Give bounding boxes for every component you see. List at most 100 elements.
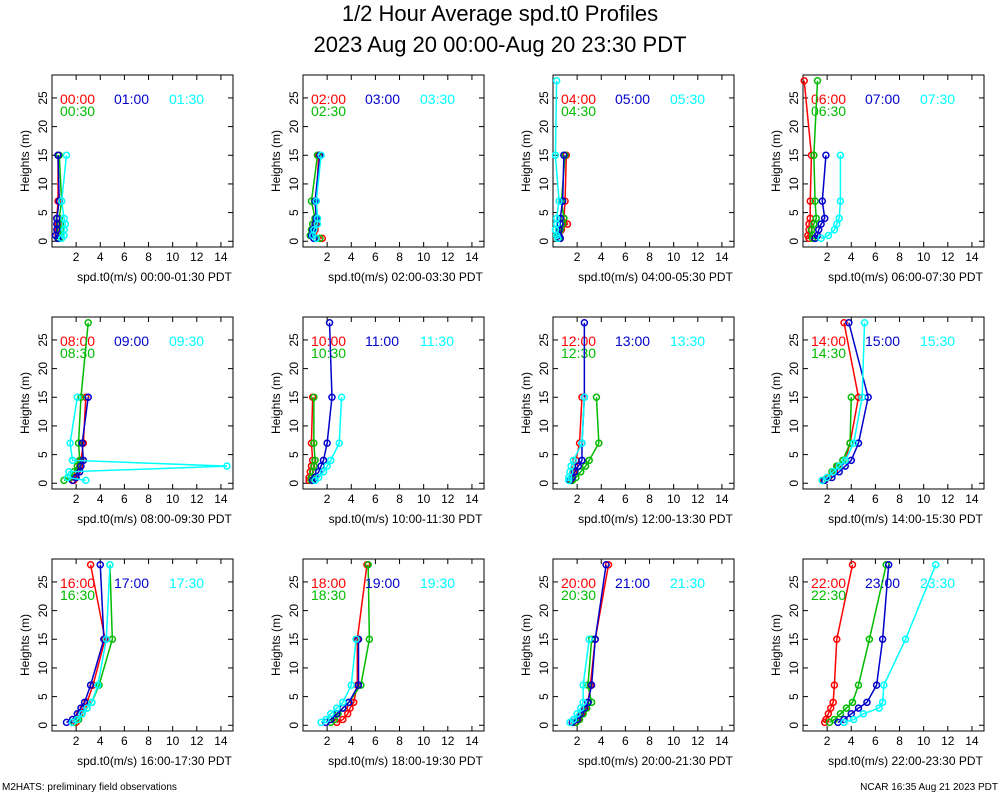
data-point: [73, 393, 82, 402]
data-point: [836, 710, 845, 718]
legend-label-20:00: 20:00: [561, 575, 596, 591]
x-axis-label: spd.t0(m/s) 20:00-21:30 PDT: [578, 754, 733, 768]
x-tick-label: 10: [166, 734, 180, 748]
plot-frame: [51, 558, 234, 732]
data-point: [62, 151, 71, 160]
x-tick-label: 10: [417, 492, 431, 506]
y-tick-label: 5: [787, 693, 801, 700]
data-point: [328, 393, 336, 402]
y-axis-label: Heights (m): [769, 130, 783, 192]
y-axis-label: Heights (m): [269, 130, 283, 192]
x-tick-label: 14: [965, 250, 979, 264]
y-tick-label: 25: [36, 333, 50, 347]
data-point: [339, 715, 347, 724]
legend-label-16:00: 16:00: [60, 575, 95, 591]
data-point: [569, 456, 578, 465]
y-tick-label: 5: [287, 451, 301, 458]
legend-label-11:30: 11:30: [420, 333, 454, 349]
x-tick-label: 2: [824, 734, 831, 748]
y-tick-label: 5: [537, 693, 551, 700]
data-point: [86, 681, 95, 689]
y-axis-label: Heights (m): [18, 130, 32, 192]
x-tick-label: 4: [848, 250, 855, 264]
x-tick-label: 12: [691, 734, 705, 748]
data-point: [848, 560, 857, 569]
y-tick-label: 0: [287, 238, 301, 245]
plot-frame: [302, 558, 485, 732]
data-point: [68, 456, 77, 465]
y-tick-label: 25: [787, 91, 801, 105]
legend-label-03:30: 03:30: [420, 91, 455, 107]
data-point: [84, 318, 92, 327]
legend-label-01:00: 01:00: [114, 91, 149, 107]
y-tick-label: 5: [537, 209, 551, 216]
data-point: [813, 76, 822, 85]
x-tick-label: 2: [824, 250, 831, 264]
data-point: [842, 704, 851, 712]
data-point: [223, 462, 231, 470]
x-tick-label: 6: [622, 492, 629, 506]
data-point: [818, 197, 827, 205]
data-point: [564, 476, 573, 485]
legend-label-15:30: 15:30: [920, 333, 955, 349]
series-line-09:00: [72, 397, 89, 481]
data-point: [578, 439, 586, 447]
x-tick-label: 2: [574, 250, 581, 264]
profile-plot-11: 2 4 6 8 10 12 14 0 5 10 15 20 25 Heights (m) spd.t0(m/…: [519, 558, 735, 768]
y-tick-label: 10: [36, 177, 50, 191]
y-tick-label: 25: [537, 575, 551, 589]
data-point: [817, 234, 825, 243]
x-tick-label: 10: [667, 492, 681, 506]
profile-plot-5: 2 4 6 8 10 12 14 0 5 10 15 20 25 Heights (m) spd.t0(m/…: [18, 316, 234, 526]
profile-plot-8: 2 4 6 8 10 12 14 0 5 10 15 20 25 Heights (m) spd.t0(m/…: [769, 316, 985, 526]
x-tick-label: 10: [917, 734, 931, 748]
x-tick-label: 4: [97, 734, 104, 748]
y-tick-label: 10: [36, 419, 50, 433]
y-tick-label: 15: [36, 148, 50, 162]
y-tick-label: 25: [287, 575, 301, 589]
x-tick-label: 8: [896, 492, 903, 506]
x-tick-label: 6: [872, 250, 879, 264]
x-axis-label: spd.t0(m/s) 18:00-19:30 PDT: [328, 754, 483, 768]
y-tick-label: 0: [787, 722, 801, 729]
x-tick-label: 12: [941, 734, 955, 748]
y-tick-label: 15: [537, 148, 551, 162]
data-point: [875, 704, 883, 712]
legend-label-00:00: 00:00: [60, 91, 95, 107]
legend-label-19:30: 19:30: [420, 575, 455, 591]
series-line-09:30: [66, 397, 227, 482]
y-axis-label: Heights (m): [519, 614, 533, 676]
data-point: [333, 704, 341, 712]
data-point: [858, 393, 866, 402]
x-tick-label: 2: [324, 734, 331, 748]
x-tick-label: 8: [145, 734, 152, 748]
y-tick-label: 25: [36, 575, 50, 589]
series-line-07:30: [820, 155, 842, 240]
data-point: [810, 151, 818, 160]
data-point: [313, 214, 322, 223]
legend-label-22:00: 22:00: [811, 575, 846, 591]
y-axis-label: Heights (m): [769, 372, 783, 434]
plot-frame: [51, 74, 234, 248]
x-tick-label: 14: [214, 250, 228, 264]
data-point: [94, 681, 102, 689]
x-tick-label: 6: [622, 734, 629, 748]
legend-label-19:00: 19:00: [365, 575, 400, 591]
legend-label-16:30: 16:30: [60, 587, 95, 603]
legend-label-04:00: 04:00: [561, 91, 596, 107]
plot-frame: [802, 74, 985, 248]
x-tick-label: 14: [715, 492, 729, 506]
x-tick-label: 2: [73, 492, 80, 506]
data-point: [86, 560, 95, 569]
x-tick-label: 4: [598, 250, 605, 264]
x-tick-label: 2: [574, 734, 581, 748]
series-line-03:30: [311, 155, 322, 239]
data-point: [931, 560, 940, 569]
legend-label-07:00: 07:00: [865, 91, 900, 107]
x-tick-label: 8: [646, 250, 653, 264]
y-tick-label: 20: [537, 120, 551, 134]
y-tick-label: 0: [287, 480, 301, 487]
data-point: [849, 439, 858, 447]
y-axis-label: Heights (m): [18, 372, 32, 434]
